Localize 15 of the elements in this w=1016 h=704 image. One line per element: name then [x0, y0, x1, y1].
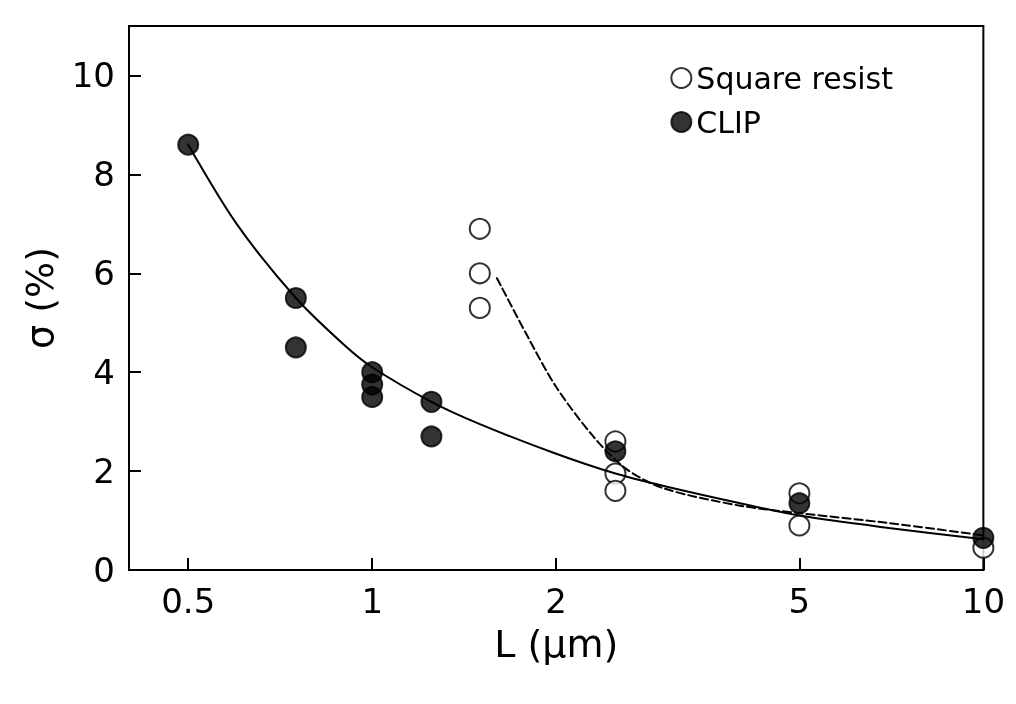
x-tick-label: 1	[361, 581, 384, 621]
legend-label: CLIP	[696, 104, 761, 140]
x-axis-title: L (μm)	[494, 622, 619, 666]
y-tick-label: 8	[93, 154, 115, 195]
x-tick-label: 10	[961, 581, 1005, 621]
y-tick-label: 2	[93, 451, 115, 492]
y-tick-label: 10	[71, 55, 115, 96]
legend-label: Square resist	[696, 60, 894, 96]
y-tick-label: 0	[93, 550, 115, 590]
y-tick-label: 6	[93, 253, 115, 294]
x-tick-label: 0.5	[161, 581, 216, 621]
y-tick-label: 4	[93, 352, 115, 393]
x-tick-label: 2	[545, 581, 567, 621]
y-axis-title: σ (%)	[18, 247, 62, 349]
x-tick-label: 5	[788, 581, 811, 621]
